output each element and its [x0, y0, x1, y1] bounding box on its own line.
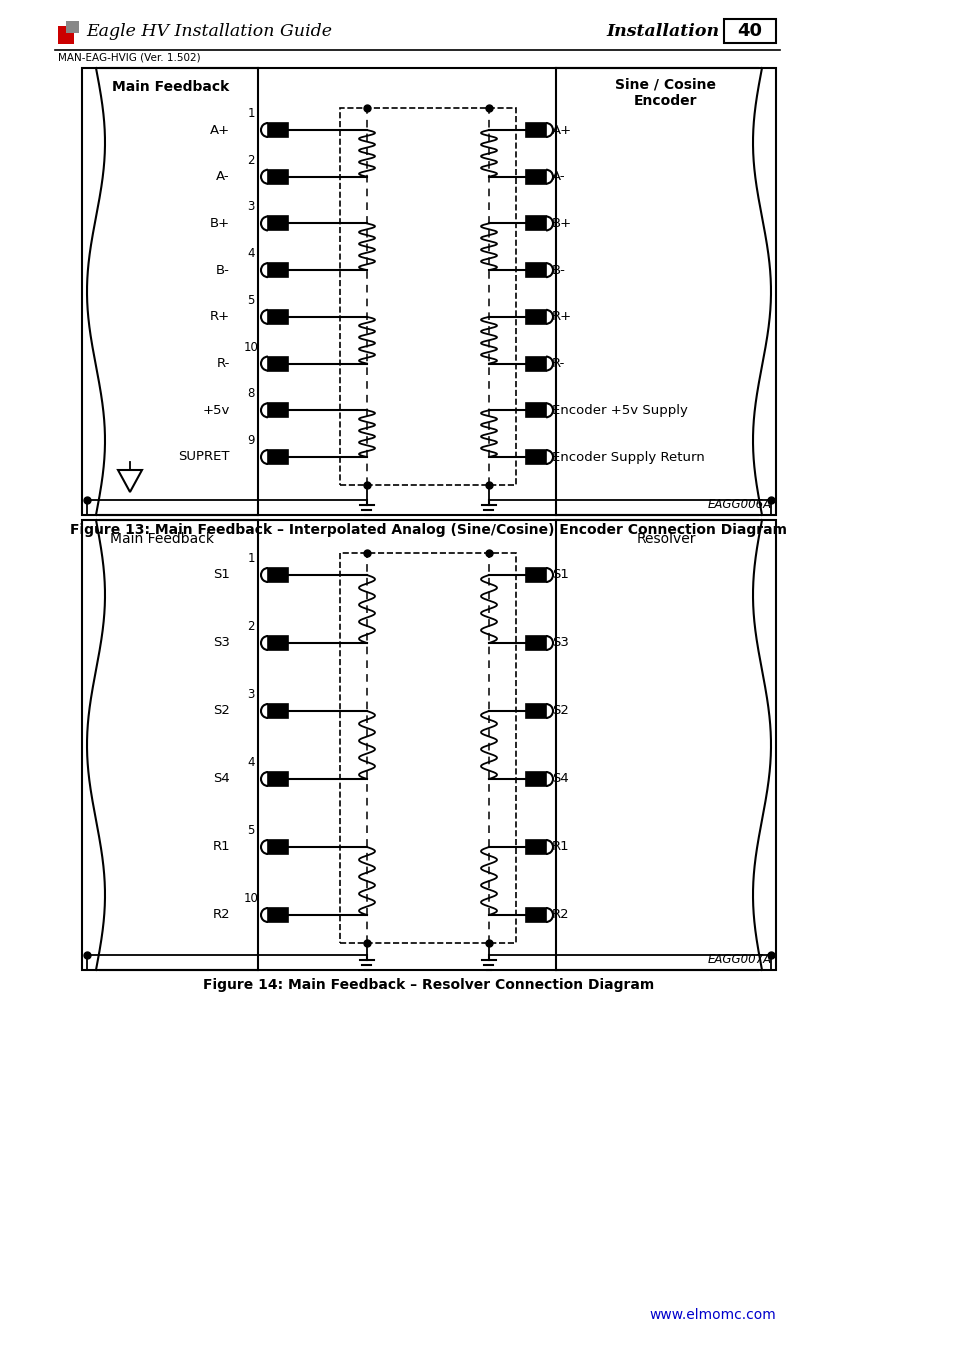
Text: A-: A-: [552, 170, 565, 184]
Bar: [268, 450, 288, 464]
Text: R1: R1: [552, 841, 569, 853]
Text: S3: S3: [552, 636, 568, 649]
Bar: [525, 216, 545, 231]
Bar: [723, 19, 775, 43]
Text: EAGG006A: EAGG006A: [707, 498, 771, 512]
Bar: [58, 26, 74, 45]
Text: 3: 3: [247, 688, 254, 701]
Bar: [268, 216, 288, 231]
Text: 3: 3: [247, 200, 254, 213]
Bar: [268, 310, 288, 324]
Text: Main Feedback: Main Feedback: [110, 532, 213, 545]
Text: SUPRET: SUPRET: [178, 451, 230, 463]
Text: R-: R-: [216, 356, 230, 370]
Bar: [525, 404, 545, 417]
Text: S3: S3: [213, 636, 230, 649]
Text: EAGG007A: EAGG007A: [707, 953, 771, 967]
Bar: [525, 909, 545, 922]
Text: R1: R1: [213, 841, 230, 853]
Bar: [66, 22, 79, 32]
Text: 8: 8: [247, 387, 254, 401]
Text: Main Feedback: Main Feedback: [112, 80, 229, 94]
Bar: [525, 703, 545, 718]
Text: Figure 14: Main Feedback – Resolver Connection Diagram: Figure 14: Main Feedback – Resolver Conn…: [203, 977, 654, 992]
Text: 4: 4: [247, 247, 254, 261]
Text: B+: B+: [210, 217, 230, 230]
Bar: [339, 108, 516, 485]
Text: Sine / Cosine
Encoder: Sine / Cosine Encoder: [615, 78, 716, 108]
Text: S2: S2: [552, 705, 568, 717]
Text: 1: 1: [247, 107, 254, 120]
Bar: [525, 568, 545, 582]
Text: 2: 2: [247, 620, 254, 633]
Bar: [525, 310, 545, 324]
Text: S1: S1: [213, 568, 230, 582]
Text: www.elmomc.com: www.elmomc.com: [649, 1308, 775, 1322]
Text: 9: 9: [247, 433, 254, 447]
Text: Installation: Installation: [606, 23, 720, 39]
Text: Figure 13: Main Feedback – Interpolated Analog (Sine/Cosine) Encoder Connection : Figure 13: Main Feedback – Interpolated …: [71, 522, 786, 537]
Text: 4: 4: [247, 756, 254, 770]
Text: Encoder +5v Supply: Encoder +5v Supply: [552, 404, 687, 417]
Text: S4: S4: [213, 772, 230, 786]
Text: Resolver: Resolver: [636, 532, 695, 545]
Text: B-: B-: [552, 263, 565, 277]
Text: B+: B+: [552, 217, 572, 230]
Bar: [525, 636, 545, 649]
Bar: [268, 772, 288, 786]
Bar: [525, 450, 545, 464]
Text: B-: B-: [216, 263, 230, 277]
Text: R+: R+: [210, 310, 230, 324]
Bar: [339, 554, 516, 944]
Bar: [525, 772, 545, 786]
Text: A+: A+: [210, 123, 230, 136]
Bar: [525, 123, 545, 136]
Text: R2: R2: [552, 909, 569, 922]
Bar: [268, 568, 288, 582]
Text: S4: S4: [552, 772, 568, 786]
Bar: [525, 356, 545, 370]
Text: MAN-EAG-HVIG (Ver. 1.502): MAN-EAG-HVIG (Ver. 1.502): [58, 53, 200, 63]
Text: Encoder Supply Return: Encoder Supply Return: [552, 451, 704, 463]
Text: S2: S2: [213, 705, 230, 717]
Bar: [268, 404, 288, 417]
Bar: [268, 123, 288, 136]
Bar: [268, 840, 288, 855]
Text: A+: A+: [552, 123, 572, 136]
Bar: [268, 703, 288, 718]
Bar: [268, 263, 288, 277]
Bar: [525, 170, 545, 184]
Text: S1: S1: [552, 568, 568, 582]
Bar: [82, 68, 775, 514]
Bar: [525, 263, 545, 277]
Text: R+: R+: [552, 310, 572, 324]
Text: 5: 5: [247, 824, 254, 837]
Bar: [82, 520, 775, 971]
Text: 1: 1: [247, 552, 254, 566]
Text: +5v: +5v: [202, 404, 230, 417]
Text: 5: 5: [247, 294, 254, 306]
Text: 10: 10: [243, 340, 258, 354]
Text: A-: A-: [216, 170, 230, 184]
Text: R-: R-: [552, 356, 565, 370]
Bar: [268, 909, 288, 922]
Bar: [268, 356, 288, 370]
Text: 40: 40: [737, 22, 761, 40]
Bar: [525, 840, 545, 855]
Bar: [268, 636, 288, 649]
Text: R2: R2: [213, 909, 230, 922]
Text: 2: 2: [247, 154, 254, 166]
Text: Eagle HV Installation Guide: Eagle HV Installation Guide: [86, 23, 332, 39]
Text: 10: 10: [243, 892, 258, 904]
Bar: [268, 170, 288, 184]
